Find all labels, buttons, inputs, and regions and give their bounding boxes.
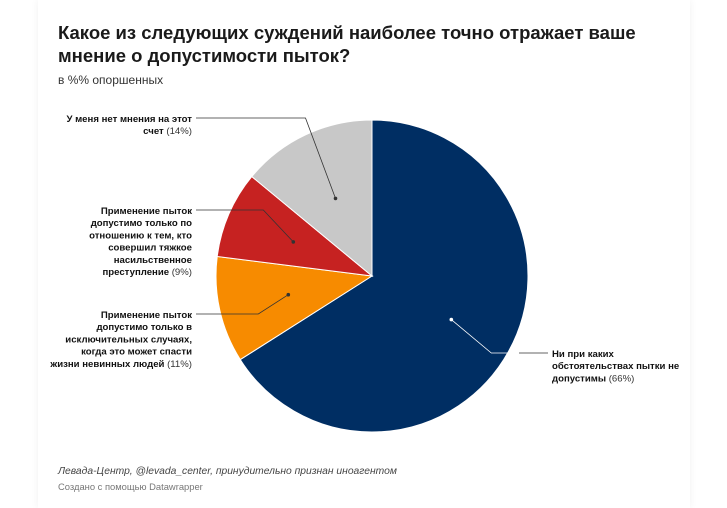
leader-dot-4 — [333, 196, 338, 201]
leader-dot-3 — [291, 240, 296, 244]
slice-label-line: допустимо только по — [91, 218, 192, 229]
leader-dot-2 — [286, 292, 291, 297]
credit-note: Создано с помощью Datawrapper — [58, 481, 203, 492]
slice-value-text: (14%) — [166, 126, 192, 137]
pie-slice-3 — [216, 175, 374, 277]
slice-label-line: когда это может спасти — [81, 347, 192, 358]
pie-slice-2 — [215, 255, 374, 361]
slice-label-3: Применение пыток допустимо только по отнош… — [89, 206, 192, 278]
slice-label-line: совершил тяжкое — [108, 243, 192, 254]
slice-label-line: У меня нет мнения на этот — [66, 114, 192, 125]
slice-value-text: (11%) — [167, 359, 192, 370]
slice-label-line: счет — [143, 126, 166, 137]
pie-slice-1 — [239, 119, 529, 433]
leader-line-3 — [196, 209, 294, 243]
slice-label-line: исключительных случаях, — [65, 334, 192, 345]
slice-value-text: (9%) — [172, 267, 192, 278]
pie-slice-4 — [251, 119, 373, 278]
slice-label-line: Ни при каких — [552, 349, 615, 360]
chart-subtitle: в %% опоршенных — [58, 73, 164, 87]
slice-label-2: Применение пыток допустимо только в исключ… — [49, 310, 192, 370]
leader-dot-1 — [449, 317, 454, 322]
slice-label-line: отношению к тем, кто — [89, 230, 192, 241]
slice-label-line: допустимо только в — [96, 322, 192, 333]
slice-label-line: допустимы — [552, 373, 609, 384]
pie-slices — [215, 119, 529, 433]
slice-label-line: Применение пыток — [101, 310, 192, 321]
slice-label-line: Применение пыток — [101, 206, 192, 217]
slice-label-4: У меня нет мнения на этот счет (14%) — [66, 114, 192, 137]
leader-lines — [196, 117, 548, 354]
slice-label-1: Ни при каких обстоятельствах пытки не допу… — [552, 349, 679, 384]
chart-title: Какое из следующих суждений наиболее точ… — [58, 22, 636, 66]
slice-labels: Ни при каких обстоятельствах пытки не допу… — [49, 114, 679, 384]
slice-label-line: обстоятельствах пытки не — [552, 361, 679, 372]
slice-label-line: насильственное — [114, 255, 192, 266]
slice-label-line: преступление — [102, 267, 171, 278]
slice-label-line: жизни невинных людей — [49, 359, 167, 370]
leader-line-2 — [196, 294, 289, 315]
slice-value-text: (66%) — [609, 373, 635, 384]
source-note: Левада-Центр, @levada_center, принудител… — [58, 466, 397, 477]
leader-line-4 — [196, 117, 336, 199]
